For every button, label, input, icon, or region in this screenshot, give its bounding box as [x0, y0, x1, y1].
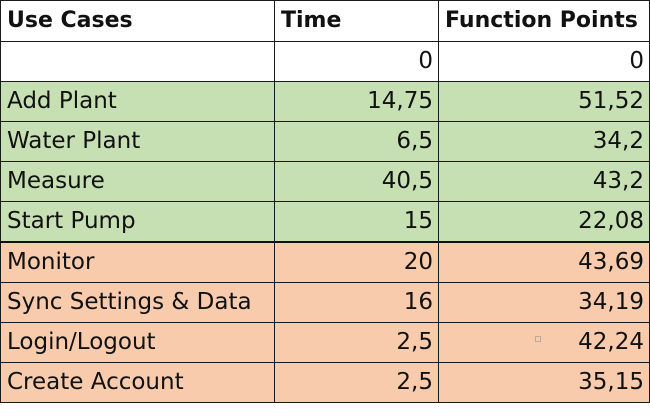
function-points-cell[interactable]: 34,2: [438, 121, 650, 162]
use-case-cell[interactable]: Monitor: [0, 241, 275, 283]
function-points-cell[interactable]: 43,69: [438, 241, 650, 283]
table-row: Start Pump 15 22,08: [0, 201, 650, 243]
table-row: Sync Settings & Data 16 34,19: [0, 282, 650, 323]
function-points-cell[interactable]: 34,19: [438, 282, 650, 323]
use-case-cell[interactable]: Login/Logout: [0, 322, 275, 363]
use-case-cell[interactable]: Measure: [0, 161, 275, 202]
use-case-cell[interactable]: Add Plant: [0, 81, 275, 122]
use-case-table: Use Cases Time Function Points 0 0 Add P…: [0, 0, 650, 403]
use-case-cell[interactable]: [0, 41, 275, 82]
function-points-cell[interactable]: 0: [438, 41, 650, 82]
time-cell[interactable]: 14,75: [274, 81, 439, 122]
header-time[interactable]: Time: [274, 0, 439, 42]
table-row: 0 0: [0, 41, 650, 82]
use-case-cell[interactable]: Create Account: [0, 362, 275, 403]
table-row: Monitor 20 43,69: [0, 241, 650, 283]
time-cell[interactable]: 6,5: [274, 121, 439, 162]
table-row: Add Plant 14,75 51,52: [0, 81, 650, 122]
header-row: Use Cases Time Function Points: [0, 0, 650, 42]
table-row: Measure 40,5 43,2: [0, 161, 650, 202]
time-cell[interactable]: 2,5: [274, 322, 439, 363]
header-function-points[interactable]: Function Points: [438, 0, 650, 42]
table-row: Water Plant 6,5 34,2: [0, 121, 650, 162]
time-cell[interactable]: 16: [274, 282, 439, 323]
function-points-cell[interactable]: 42,24: [438, 322, 650, 363]
use-case-cell[interactable]: Water Plant: [0, 121, 275, 162]
table-row: Create Account 2,5 35,15: [0, 362, 650, 403]
function-points-cell[interactable]: 22,08: [438, 201, 650, 243]
time-cell[interactable]: 0: [274, 41, 439, 82]
function-points-cell[interactable]: 43,2: [438, 161, 650, 202]
time-cell[interactable]: 20: [274, 241, 439, 283]
use-case-cell[interactable]: Start Pump: [0, 201, 275, 243]
selection-handle-marker: [535, 336, 541, 342]
header-use-cases[interactable]: Use Cases: [0, 0, 275, 42]
time-cell[interactable]: 2,5: [274, 362, 439, 403]
time-cell[interactable]: 40,5: [274, 161, 439, 202]
function-points-cell[interactable]: 51,52: [438, 81, 650, 122]
use-case-cell[interactable]: Sync Settings & Data: [0, 282, 275, 323]
function-points-cell[interactable]: 35,15: [438, 362, 650, 403]
time-cell[interactable]: 15: [274, 201, 439, 243]
table-row: Login/Logout 2,5 42,24: [0, 322, 650, 363]
